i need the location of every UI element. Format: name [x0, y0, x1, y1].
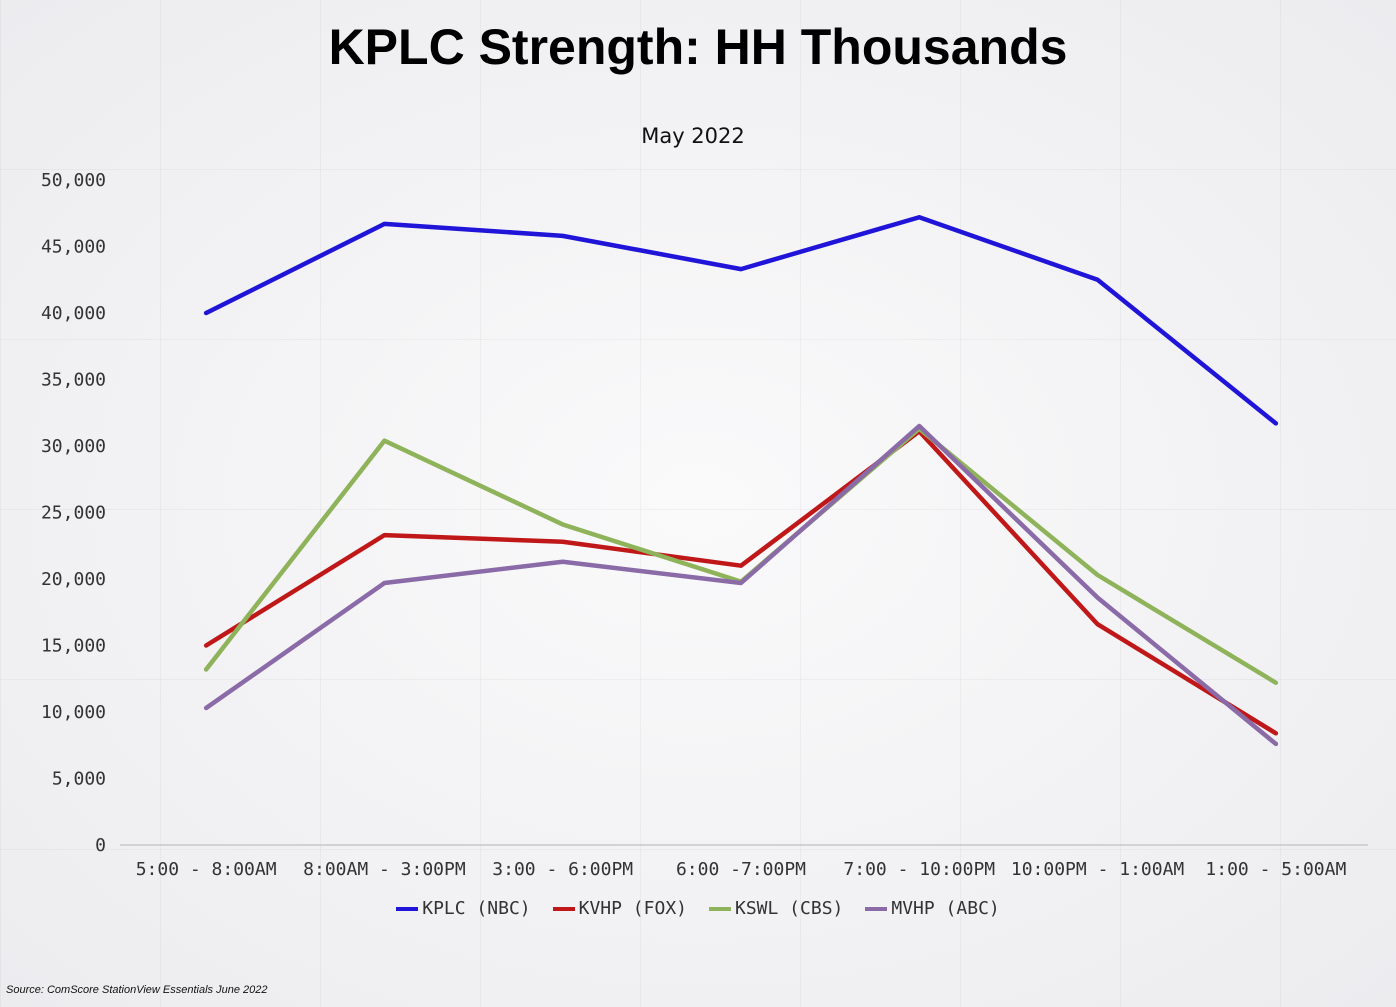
legend-swatch — [396, 906, 419, 911]
y-tick-label: 50,000 — [41, 170, 106, 191]
x-tick-label: 10:00PM - 1:00AM — [1011, 859, 1185, 880]
y-tick-label: 30,000 — [41, 436, 106, 457]
y-tick-label: 40,000 — [41, 303, 106, 324]
y-tick-label: 10,000 — [41, 702, 106, 723]
legend-label: KPLC (NBC) — [422, 898, 531, 919]
chart-subtitle: May 2022 — [641, 124, 745, 148]
series-line — [203, 429, 1279, 736]
legend-swatch — [552, 906, 575, 911]
legend-label: KSWL (CBS) — [735, 898, 844, 919]
y-tick-label: 20,000 — [41, 569, 106, 590]
legend-swatch — [709, 906, 731, 911]
y-tick-label: 15,000 — [41, 636, 106, 657]
chart-title: KPLC Strength: HH Thousands — [328, 19, 1068, 75]
y-tick-label: 0 — [95, 835, 106, 856]
x-tick-label: 3:00 - 6:00PM — [492, 859, 633, 880]
x-tick-label: 6:00 -7:00PM — [676, 859, 806, 880]
series-line — [203, 214, 1279, 426]
x-tick-label: 7:00 - 10:00PM — [843, 859, 995, 880]
y-tick-label: 5,000 — [52, 769, 106, 790]
legend-label: MVHP (ABC) — [891, 898, 1000, 919]
y-tick-label: 45,000 — [41, 237, 106, 258]
legend-item: KPLC (NBC) — [396, 898, 531, 919]
legend-item: KSWL (CBS) — [709, 898, 843, 919]
series-line — [203, 426, 1279, 685]
series-line — [203, 423, 1279, 747]
legend-swatch — [865, 906, 888, 911]
legend-item: MVHP (ABC) — [865, 898, 1000, 919]
x-tick-label: 8:00AM - 3:00PM — [303, 859, 466, 880]
source-note: Source: ComScore StationView Essentials … — [6, 984, 268, 996]
legend-label: KVHP (FOX) — [578, 898, 687, 919]
y-tick-label: 25,000 — [41, 503, 106, 524]
x-tick-label: 1:00 - 5:00AM — [1205, 859, 1346, 880]
x-tick-label: 5:00 - 8:00AM — [136, 859, 277, 880]
chart-legend: KPLC (NBC) KVHP (FOX) KSWL (CBS) MVHP (ABC) — [0, 898, 1396, 919]
y-tick-label: 35,000 — [41, 370, 106, 391]
legend-item: KVHP (FOX) — [552, 898, 687, 919]
